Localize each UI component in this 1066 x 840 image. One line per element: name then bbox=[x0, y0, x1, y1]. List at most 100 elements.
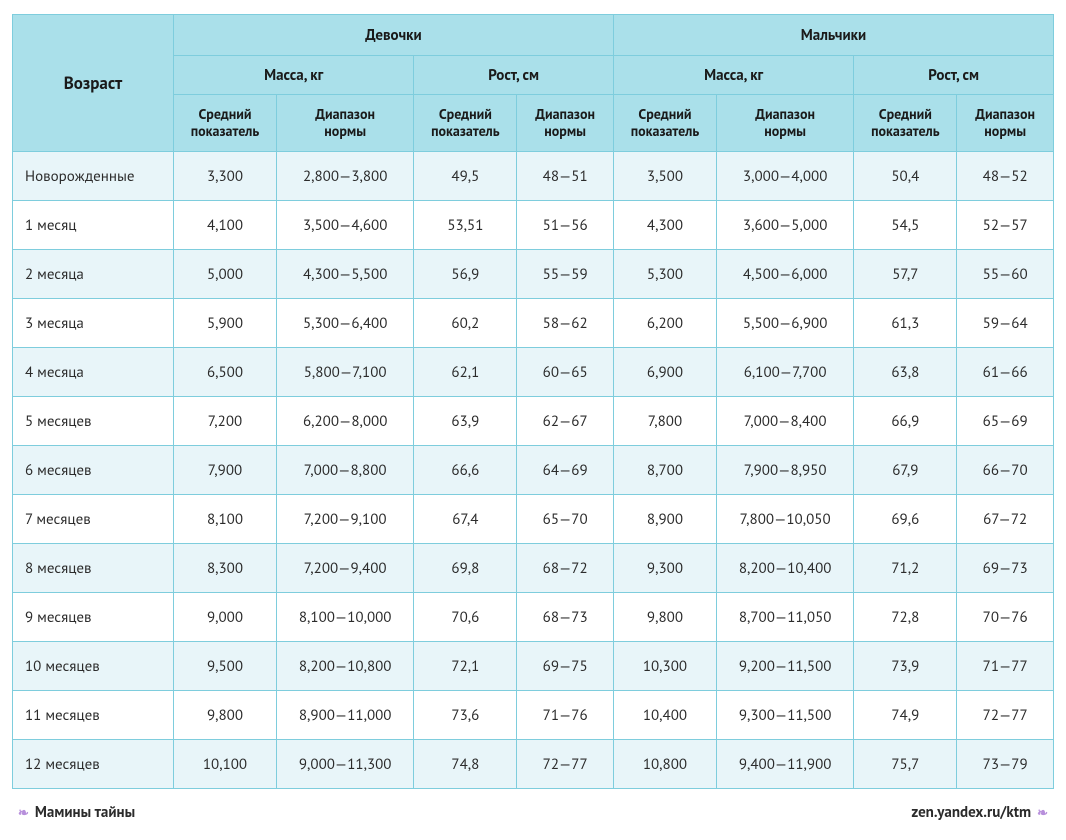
cell-girls-height-avg: 66,6 bbox=[414, 446, 517, 495]
table-row: 12 месяцев10,1009,000—11,30074,872—7710,… bbox=[13, 740, 1054, 789]
cell-age: 2 месяца bbox=[13, 250, 174, 299]
cell-girls-height-avg: 63,9 bbox=[414, 397, 517, 446]
cell-boys-mass-range: 8,200—10,400 bbox=[716, 544, 853, 593]
cell-girls-height-avg: 53,51 bbox=[414, 201, 517, 250]
cell-girls-mass-avg: 10,100 bbox=[173, 740, 276, 789]
cell-girls-height-range: 64—69 bbox=[517, 446, 614, 495]
cell-boys-mass-avg: 10,300 bbox=[613, 642, 716, 691]
cell-girls-height-avg: 67,4 bbox=[414, 495, 517, 544]
cell-boys-mass-range: 6,100—7,700 bbox=[716, 348, 853, 397]
cell-girls-mass-avg: 9,500 bbox=[173, 642, 276, 691]
cell-age: 1 месяц bbox=[13, 201, 174, 250]
table-row: 10 месяцев9,5008,200—10,80072,169—7510,3… bbox=[13, 642, 1054, 691]
cell-age: 3 месяца bbox=[13, 299, 174, 348]
cell-girls-mass-range: 8,200—10,800 bbox=[276, 642, 413, 691]
cell-girls-height-range: 58—62 bbox=[517, 299, 614, 348]
cell-girls-height-range: 69—75 bbox=[517, 642, 614, 691]
cell-boys-height-range: 69—73 bbox=[957, 544, 1054, 593]
cell-girls-height-range: 51—56 bbox=[517, 201, 614, 250]
cell-girls-mass-range: 7,200—9,100 bbox=[276, 495, 413, 544]
cell-boys-height-range: 48—52 bbox=[957, 152, 1054, 201]
cell-girls-height-range: 55—59 bbox=[517, 250, 614, 299]
table-row: 1 месяц4,1003,500—4,60053,5151—564,3003,… bbox=[13, 201, 1054, 250]
cell-girls-mass-avg: 6,500 bbox=[173, 348, 276, 397]
cell-boys-height-range: 67—72 bbox=[957, 495, 1054, 544]
table-body: Новорожденные3,3002,800—3,80049,548—513,… bbox=[13, 152, 1054, 789]
col-header-boys-height: Рост, см bbox=[854, 56, 1054, 95]
cell-boys-mass-range: 7,800—10,050 bbox=[716, 495, 853, 544]
cell-boys-mass-avg: 7,800 bbox=[613, 397, 716, 446]
table-row: 2 месяца5,0004,300—5,50056,955—595,3004,… bbox=[13, 250, 1054, 299]
cell-girls-height-avg: 69,8 bbox=[414, 544, 517, 593]
cell-boys-mass-range: 7,000—8,400 bbox=[716, 397, 853, 446]
cell-boys-height-range: 72—77 bbox=[957, 691, 1054, 740]
cell-boys-mass-avg: 3,500 bbox=[613, 152, 716, 201]
table-row: 4 месяца6,5005,800—7,10062,160—656,9006,… bbox=[13, 348, 1054, 397]
cell-boys-mass-avg: 5,300 bbox=[613, 250, 716, 299]
cell-boys-height-avg: 69,6 bbox=[854, 495, 957, 544]
cell-girls-mass-range: 7,200—9,400 bbox=[276, 544, 413, 593]
table-header: Возраст Девочки Мальчики Масса, кг Рост,… bbox=[13, 15, 1054, 152]
table-row: 5 месяцев7,2006,200—8,00063,962—677,8007… bbox=[13, 397, 1054, 446]
cell-boys-height-avg: 50,4 bbox=[854, 152, 957, 201]
cell-boys-mass-range: 7,900—8,950 bbox=[716, 446, 853, 495]
cell-girls-mass-avg: 7,200 bbox=[173, 397, 276, 446]
cell-boys-height-range: 71—77 bbox=[957, 642, 1054, 691]
table-row: 8 месяцев8,3007,200—9,40069,868—729,3008… bbox=[13, 544, 1054, 593]
cell-girls-height-range: 71—76 bbox=[517, 691, 614, 740]
table-row: 11 месяцев9,8008,900—11,00073,671—7610,4… bbox=[13, 691, 1054, 740]
cell-girls-height-avg: 62,1 bbox=[414, 348, 517, 397]
cell-boys-mass-avg: 4,300 bbox=[613, 201, 716, 250]
col-header-boys: Мальчики bbox=[613, 15, 1053, 56]
col-header-girls: Девочки bbox=[173, 15, 613, 56]
cell-girls-mass-range: 7,000—8,800 bbox=[276, 446, 413, 495]
cell-boys-mass-avg: 10,800 bbox=[613, 740, 716, 789]
cell-boys-height-range: 65—69 bbox=[957, 397, 1054, 446]
cell-girls-height-avg: 49,5 bbox=[414, 152, 517, 201]
cell-boys-mass-range: 3,000—4,000 bbox=[716, 152, 853, 201]
paw-icon: ❧ bbox=[1037, 804, 1048, 821]
cell-girls-mass-range: 8,900—11,000 bbox=[276, 691, 413, 740]
cell-girls-mass-avg: 8,300 bbox=[173, 544, 276, 593]
cell-girls-mass-range: 5,800—7,100 bbox=[276, 348, 413, 397]
col-sub-range: Диапазоннормы bbox=[957, 95, 1054, 152]
cell-boys-height-avg: 72,8 bbox=[854, 593, 957, 642]
cell-girls-height-range: 65—70 bbox=[517, 495, 614, 544]
table-row: 3 месяца5,9005,300—6,40060,258—626,2005,… bbox=[13, 299, 1054, 348]
cell-age: 5 месяцев bbox=[13, 397, 174, 446]
table-row: 7 месяцев8,1007,200—9,10067,465—708,9007… bbox=[13, 495, 1054, 544]
cell-age: 11 месяцев bbox=[13, 691, 174, 740]
col-sub-range: Диапазоннормы bbox=[716, 95, 853, 152]
cell-girls-height-avg: 73,6 bbox=[414, 691, 517, 740]
table-row: Новорожденные3,3002,800—3,80049,548—513,… bbox=[13, 152, 1054, 201]
cell-boys-mass-range: 9,200—11,500 bbox=[716, 642, 853, 691]
cell-girls-mass-avg: 9,800 bbox=[173, 691, 276, 740]
cell-boys-height-avg: 66,9 bbox=[854, 397, 957, 446]
cell-age: 7 месяцев bbox=[13, 495, 174, 544]
cell-boys-mass-avg: 6,200 bbox=[613, 299, 716, 348]
cell-boys-height-range: 52—57 bbox=[957, 201, 1054, 250]
table-row: 9 месяцев9,0008,100—10,00070,668—739,800… bbox=[13, 593, 1054, 642]
cell-girls-mass-avg: 7,900 bbox=[173, 446, 276, 495]
cell-age: 4 месяца bbox=[13, 348, 174, 397]
cell-girls-height-range: 60—65 bbox=[517, 348, 614, 397]
cell-boys-mass-range: 9,300—11,500 bbox=[716, 691, 853, 740]
cell-boys-height-range: 59—64 bbox=[957, 299, 1054, 348]
cell-age: 6 месяцев bbox=[13, 446, 174, 495]
cell-girls-mass-avg: 5,000 bbox=[173, 250, 276, 299]
cell-boys-mass-range: 5,500—6,900 bbox=[716, 299, 853, 348]
paw-icon: ❧ bbox=[18, 804, 29, 821]
cell-girls-mass-range: 8,100—10,000 bbox=[276, 593, 413, 642]
cell-girls-mass-avg: 3,300 bbox=[173, 152, 276, 201]
cell-boys-height-avg: 74,9 bbox=[854, 691, 957, 740]
cell-boys-mass-range: 8,700—11,050 bbox=[716, 593, 853, 642]
cell-girls-height-avg: 72,1 bbox=[414, 642, 517, 691]
cell-boys-mass-avg: 9,300 bbox=[613, 544, 716, 593]
cell-boys-height-range: 70—76 bbox=[957, 593, 1054, 642]
cell-girls-height-range: 68—72 bbox=[517, 544, 614, 593]
cell-girls-height-range: 72—77 bbox=[517, 740, 614, 789]
cell-boys-mass-avg: 10,400 bbox=[613, 691, 716, 740]
col-sub-avg: Среднийпоказатель bbox=[173, 95, 276, 152]
cell-boys-height-avg: 57,7 bbox=[854, 250, 957, 299]
col-header-boys-mass: Масса, кг bbox=[613, 56, 853, 95]
